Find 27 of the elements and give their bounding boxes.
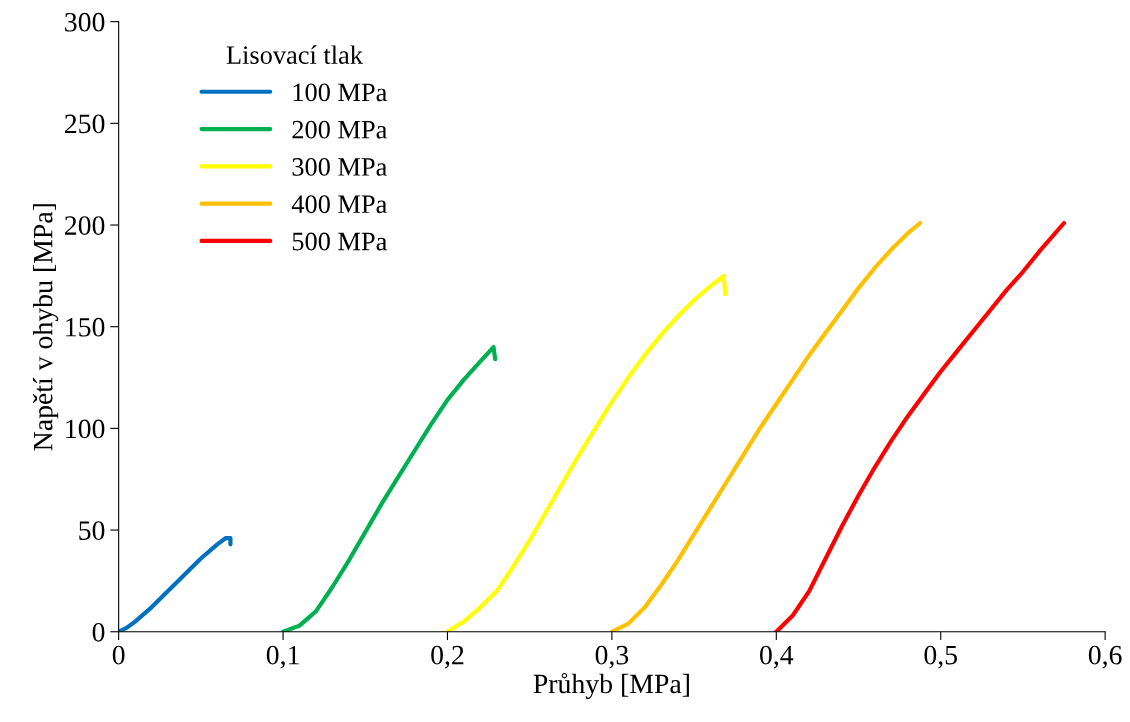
legend-label: 300 MPa [292, 158, 387, 176]
y-tick-label: 250 [65, 114, 105, 134]
line-series [445, 273, 728, 632]
line-series [280, 344, 498, 632]
legend-label: 100 MPa [293, 83, 387, 102]
y-axis-title: Napětí v ohybu [MPa] [32, 204, 59, 451]
x-tick-label: 0,3 [595, 645, 629, 669]
x-tick-label: 0,4 [760, 645, 794, 669]
x-tick-label: 0,5 [924, 645, 957, 669]
x-tick-label: 0 [112, 645, 125, 665]
x-tick-label: 0,1 [266, 645, 299, 669]
y-tick-label: 150 [66, 317, 105, 337]
x-tick-label: 0,6 [1088, 645, 1122, 669]
x-axis-title: Průhyb [MPa] [533, 672, 689, 700]
y-tick-label: 100 [66, 419, 105, 439]
y-tick-label: 300 [65, 12, 105, 32]
legend-label: 400 MPa [291, 195, 387, 214]
y-tick-label: 0 [92, 622, 105, 642]
legend-label: 200 MPa [292, 120, 387, 139]
y-tick-label: 50 [79, 521, 105, 540]
x-tick-label: 0,2 [431, 645, 464, 669]
line-series [774, 220, 1067, 632]
legend-label: 500 MPa [292, 232, 387, 251]
line-series [609, 220, 923, 632]
line-series [118, 536, 233, 632]
y-tick-label: 200 [65, 216, 105, 235]
legend-title: Lisovací tlak [226, 45, 363, 64]
